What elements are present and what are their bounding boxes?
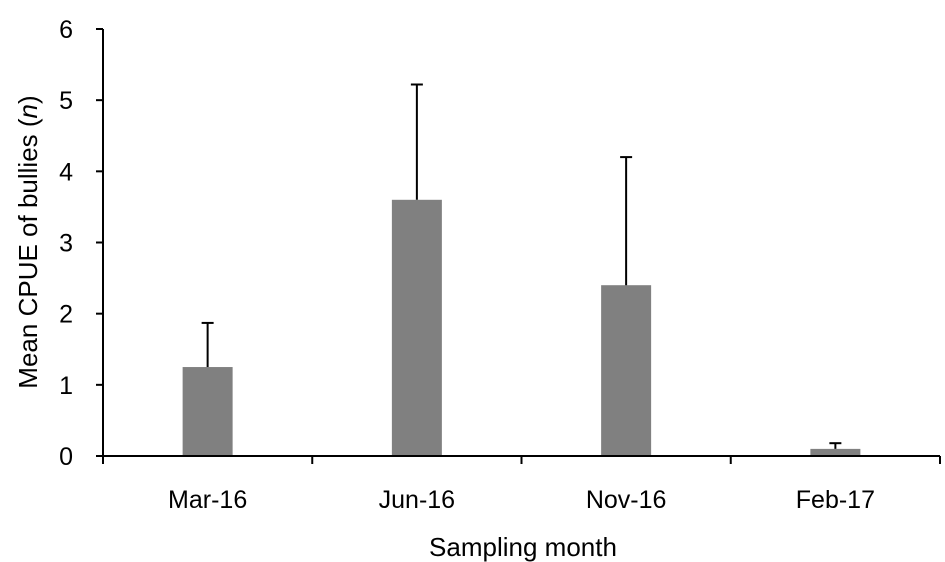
y-tick-label: 0 (59, 443, 73, 471)
x-ticks-layer: Mar-16 Jun-16 Nov-16 Feb-17 (102, 456, 941, 514)
y-tick-label: 6 (59, 16, 73, 44)
y-tick-label: 4 (59, 158, 73, 186)
y-axis-title-suffix: ) (13, 95, 43, 104)
y-ticks-layer: 0 1 2 3 4 5 6 (59, 16, 103, 471)
bars-layer (182, 199, 861, 457)
bar-mar-16 (182, 367, 233, 456)
y-tick-label: 2 (59, 301, 73, 329)
y-tick-label: 3 (59, 230, 73, 258)
y-axis-title: Mean CPUE of bullies (n) (13, 95, 43, 388)
bar-jun-16 (391, 199, 442, 457)
x-tick-label: Nov-16 (586, 486, 667, 514)
x-axis-title: Sampling month (429, 532, 617, 562)
x-tick-label: Feb-17 (796, 486, 875, 514)
y-tick-label: 1 (59, 372, 73, 400)
bar-feb-17 (810, 448, 861, 456)
error-bars-layer (201, 83, 842, 449)
x-tick-label: Mar-16 (168, 486, 247, 514)
y-tick-label: 5 (59, 87, 73, 115)
bar-nov-16 (601, 285, 652, 456)
y-axis-title-prefix: Mean CPUE of bullies ( (13, 118, 43, 389)
y-axis-title-italic: n (13, 104, 43, 118)
x-tick-label: Jun-16 (379, 486, 455, 514)
